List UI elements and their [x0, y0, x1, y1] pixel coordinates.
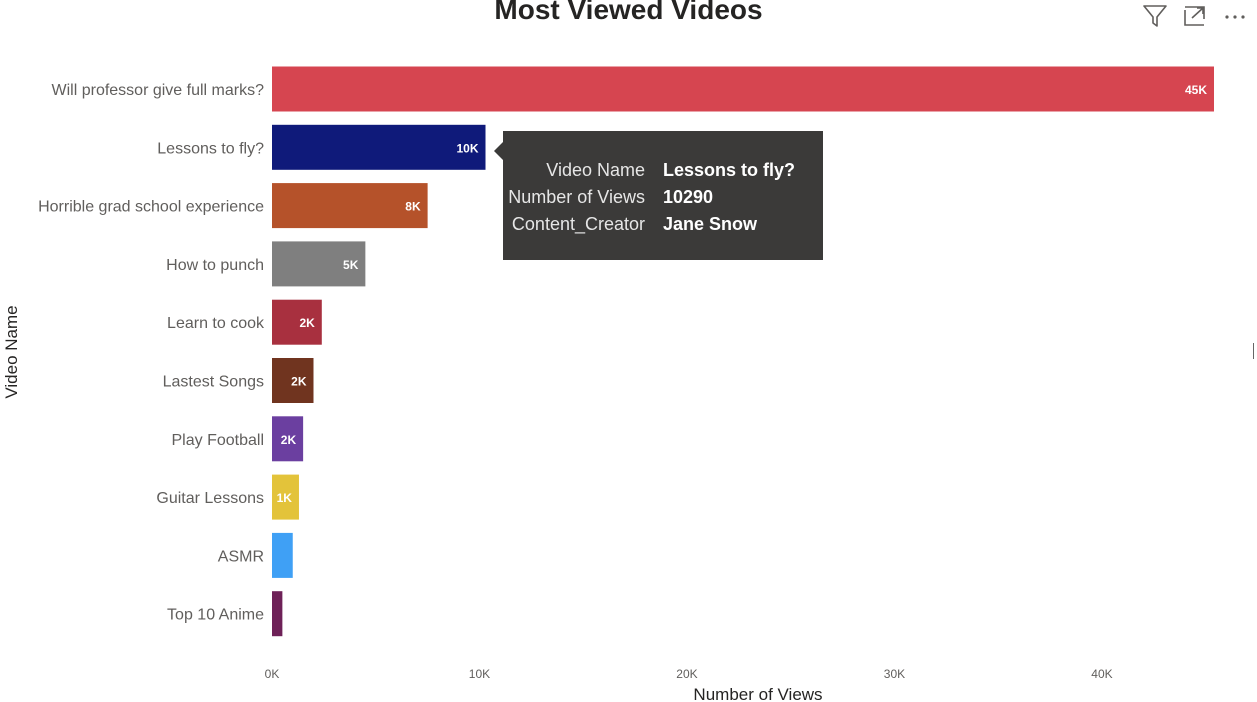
category-label: Horrible grad school experience: [38, 199, 264, 216]
tooltip-key: Content_Creator: [511, 214, 645, 234]
category-labels: Will professor give full marks? Lessons t…: [38, 82, 265, 624]
data-label: 1K: [277, 491, 293, 505]
tooltip-value: 10290: [663, 187, 714, 207]
bars-layer: [272, 66, 1214, 637]
data-label: 45K: [1185, 83, 1207, 97]
tooltip-value: Lessons to fly?: [663, 160, 796, 180]
category-label: Learn to cook: [167, 315, 265, 332]
y-axis-title: Video Name: [2, 305, 21, 398]
category-label: Lessons to fly?: [157, 140, 264, 157]
bar[interactable]: [272, 183, 428, 229]
tooltip-key: Number of Views: [508, 187, 645, 207]
x-tick-label: 0K: [265, 667, 280, 681]
bar[interactable]: [272, 124, 486, 170]
tooltip-row: Content_Creator Jane Snow: [503, 211, 823, 238]
tooltip-row: Video Name Lessons to fly?: [503, 157, 823, 184]
bar[interactable]: [272, 358, 314, 403]
category-label: Will professor give full marks?: [52, 82, 265, 99]
resize-handle[interactable]: [1253, 343, 1257, 359]
tooltip-arrow: [494, 142, 503, 160]
data-label: 2K: [281, 433, 297, 447]
bar[interactable]: [272, 299, 322, 345]
tooltip-value: Jane Snow: [663, 214, 758, 234]
bar[interactable]: [272, 66, 1214, 112]
category-label: Play Football: [172, 432, 265, 449]
data-label: 10K: [456, 141, 478, 155]
data-label: 5K: [343, 258, 359, 272]
bar[interactable]: [272, 416, 304, 462]
more-options-icon[interactable]: [1215, 2, 1255, 30]
category-label: Top 10 Anime: [167, 607, 264, 624]
x-tick-label: 10K: [469, 667, 490, 681]
bar[interactable]: [272, 532, 293, 578]
data-label: 2K: [299, 316, 315, 330]
x-axis-title: Number of Views: [693, 685, 822, 702]
category-label: Lastest Songs: [163, 374, 264, 391]
focus-mode-icon[interactable]: [1175, 2, 1215, 30]
bar[interactable]: [272, 474, 299, 520]
x-axis-ticks: 0K 10K 20K 30K 40K: [265, 667, 1113, 681]
filter-icon[interactable]: [1135, 2, 1175, 30]
bar[interactable]: [272, 241, 366, 287]
tooltip-row: Number of Views 10290: [503, 184, 823, 211]
tooltip-key: Video Name: [546, 160, 645, 180]
data-label: 8K: [405, 200, 421, 214]
x-tick-label: 40K: [1091, 667, 1112, 681]
x-tick-label: 20K: [676, 667, 697, 681]
x-tick-label: 30K: [884, 667, 905, 681]
category-label: How to punch: [166, 257, 264, 274]
data-label: 2K: [291, 375, 307, 389]
visual-header-toolbar: [1135, 2, 1255, 30]
category-label: ASMR: [218, 548, 264, 565]
data-labels: 45K 10K 8K 5K 2K 2K 2K 1K: [277, 83, 1208, 505]
tooltip: Video Name Lessons to fly? Number of Vie…: [494, 131, 823, 260]
category-label: Guitar Lessons: [156, 490, 264, 507]
chart-title: Most Viewed Videos: [494, 0, 763, 25]
bar[interactable]: [272, 591, 283, 637]
